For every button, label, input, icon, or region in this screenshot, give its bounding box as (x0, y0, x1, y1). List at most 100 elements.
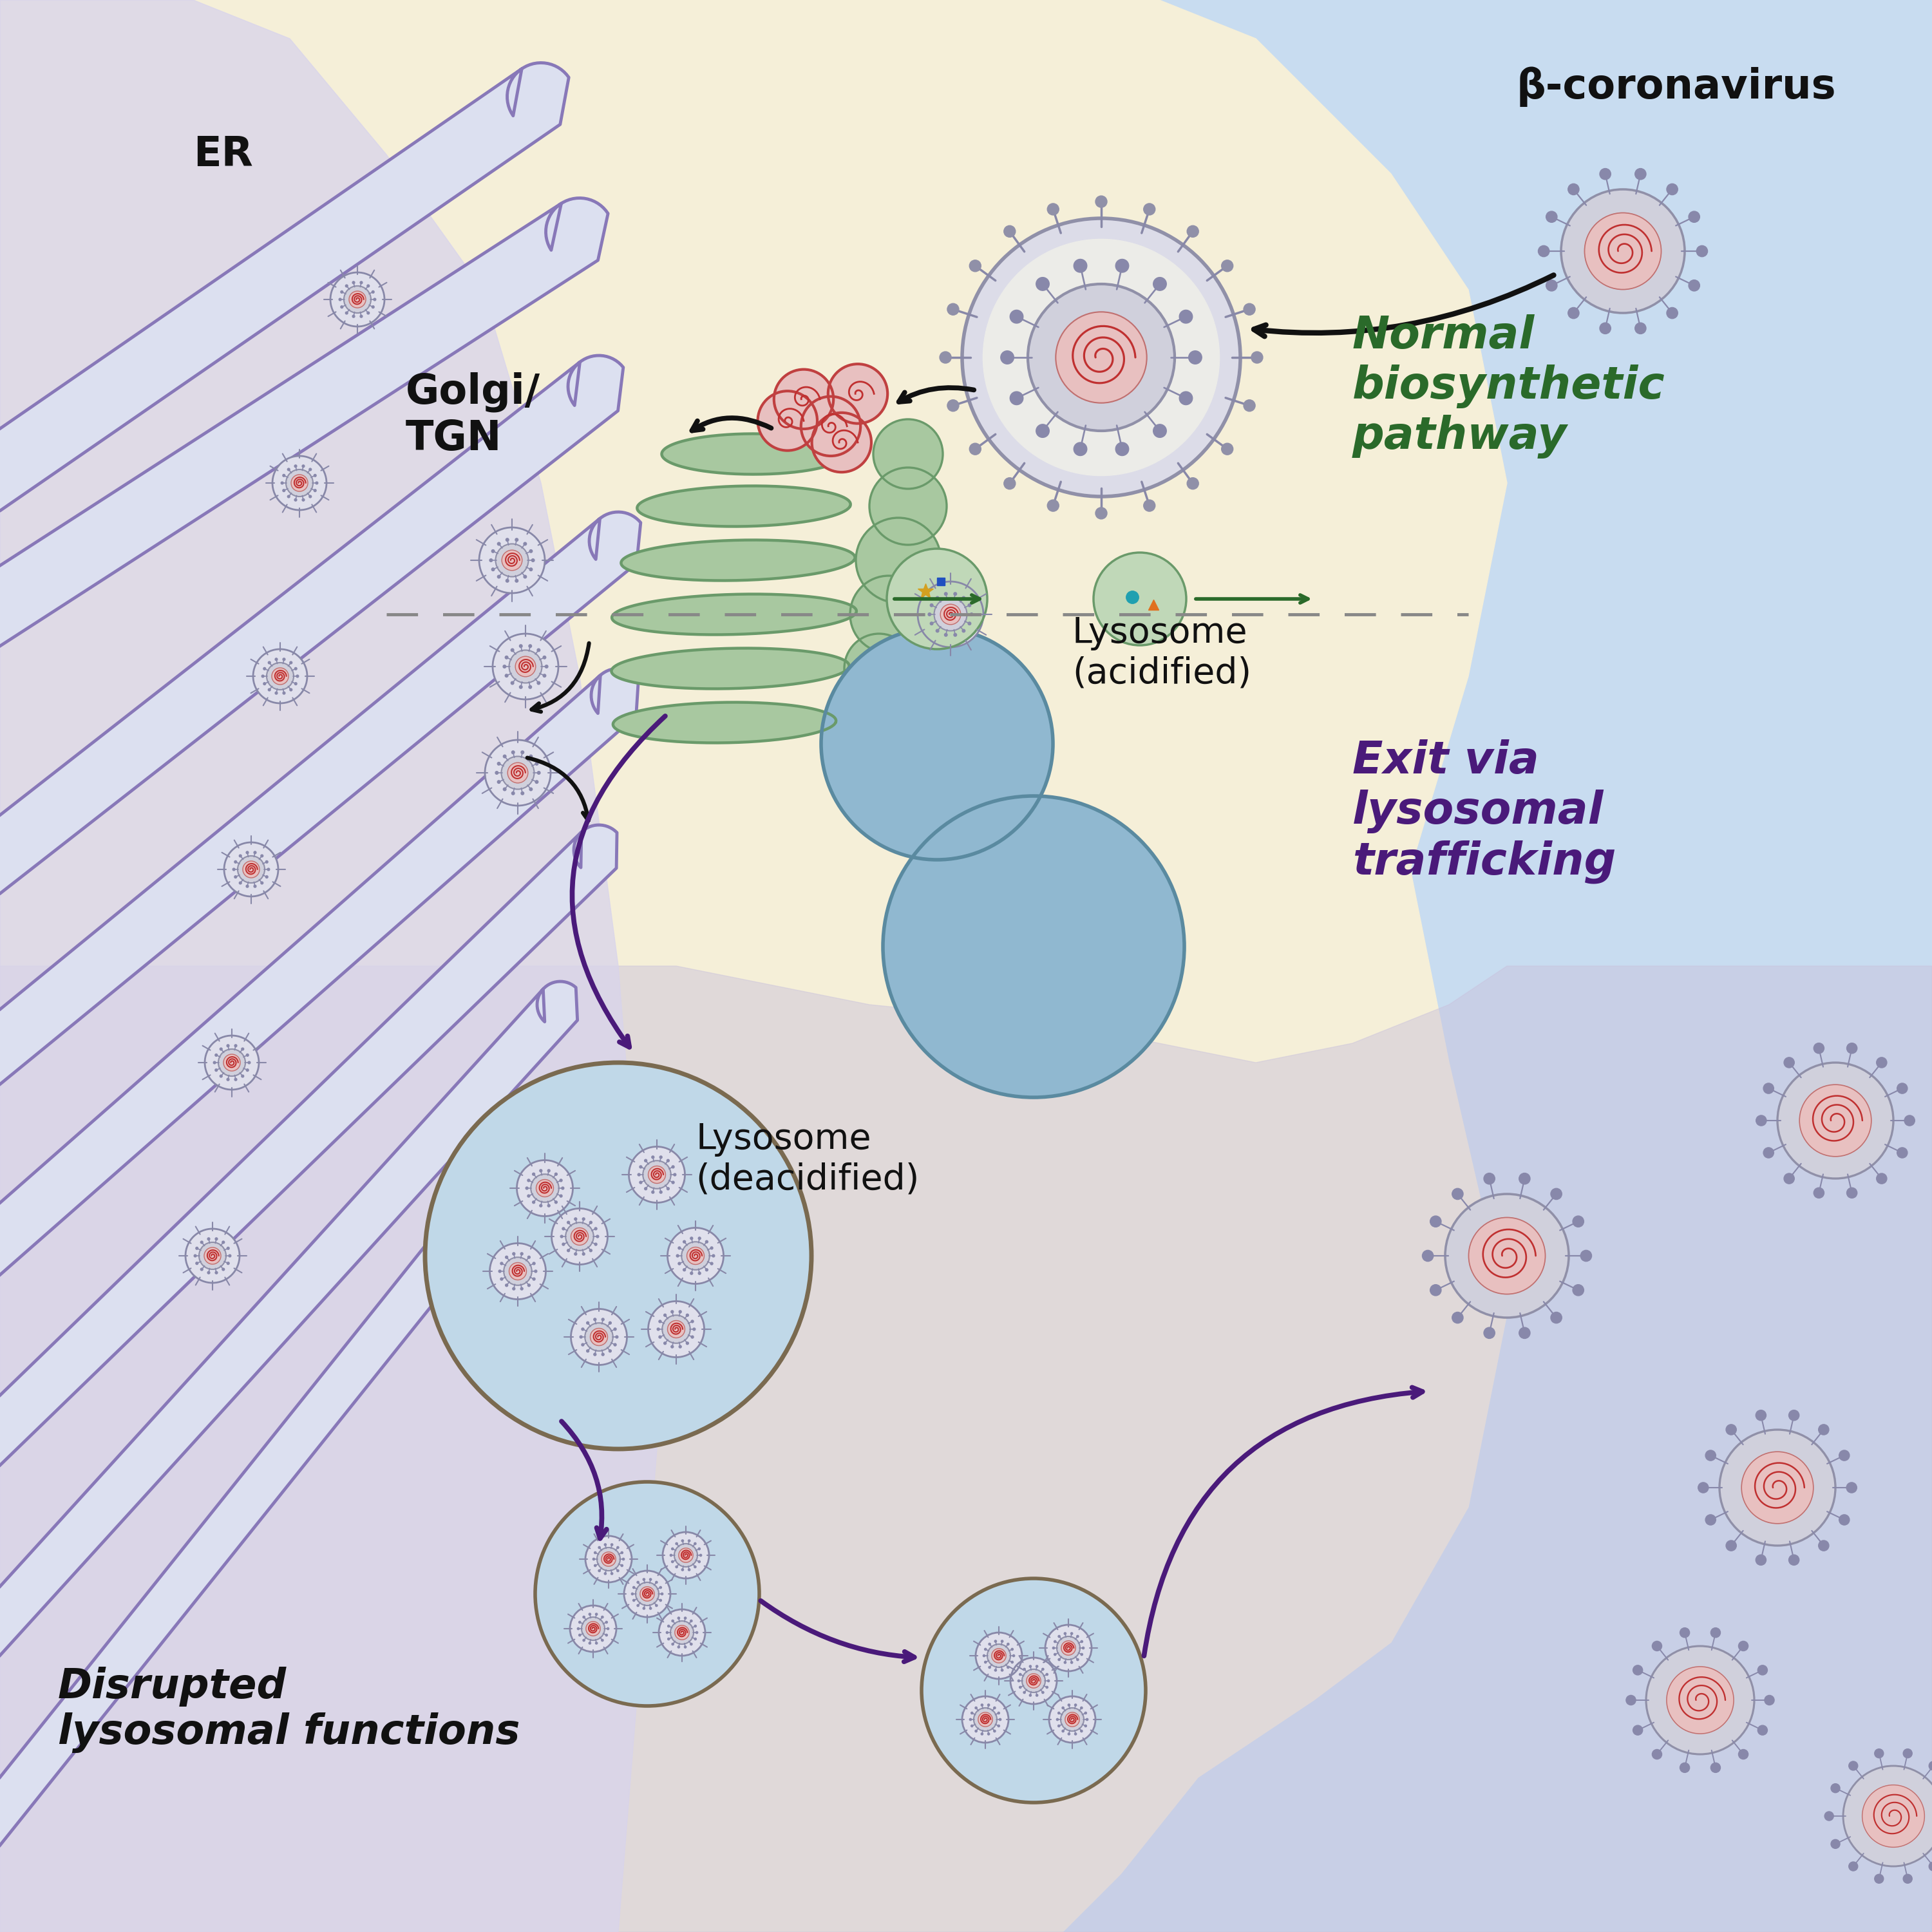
Circle shape (502, 755, 506, 757)
Circle shape (697, 1548, 699, 1549)
Circle shape (674, 1173, 676, 1177)
Circle shape (568, 1221, 570, 1223)
Circle shape (690, 1271, 694, 1275)
Circle shape (987, 1733, 989, 1735)
Circle shape (632, 1592, 634, 1596)
Circle shape (1080, 1706, 1082, 1710)
Circle shape (661, 1592, 663, 1596)
Circle shape (1065, 1662, 1066, 1663)
Circle shape (583, 1638, 585, 1642)
Circle shape (1244, 303, 1256, 315)
Circle shape (502, 788, 506, 790)
Circle shape (645, 1188, 647, 1190)
Circle shape (1789, 1410, 1799, 1420)
Circle shape (589, 1250, 591, 1252)
Circle shape (688, 1569, 690, 1571)
Circle shape (605, 1573, 607, 1575)
Circle shape (1244, 400, 1256, 412)
Circle shape (1799, 1084, 1872, 1157)
Circle shape (313, 489, 317, 493)
Circle shape (611, 1544, 612, 1546)
Circle shape (566, 1223, 593, 1250)
Circle shape (1026, 1673, 1041, 1689)
Circle shape (688, 1540, 690, 1542)
Circle shape (330, 272, 384, 327)
Circle shape (274, 692, 278, 694)
Circle shape (269, 688, 270, 692)
Circle shape (999, 1718, 1001, 1721)
Circle shape (655, 1580, 657, 1584)
Circle shape (373, 298, 377, 301)
Circle shape (1094, 553, 1186, 645)
Circle shape (520, 686, 522, 688)
Circle shape (526, 1186, 527, 1190)
Circle shape (493, 634, 558, 699)
Circle shape (694, 1327, 696, 1331)
Circle shape (873, 419, 943, 489)
Circle shape (1020, 1687, 1022, 1689)
Circle shape (1849, 1762, 1859, 1770)
Circle shape (506, 580, 508, 582)
Circle shape (568, 1250, 570, 1252)
Circle shape (346, 284, 348, 288)
Circle shape (232, 867, 236, 871)
Circle shape (918, 582, 983, 647)
Circle shape (947, 303, 958, 315)
Circle shape (1047, 500, 1059, 512)
Circle shape (993, 1729, 995, 1733)
Circle shape (533, 1262, 535, 1265)
Circle shape (983, 1654, 985, 1658)
Circle shape (529, 551, 533, 553)
Circle shape (535, 781, 539, 782)
Circle shape (672, 1642, 674, 1646)
Circle shape (1876, 1057, 1888, 1068)
Circle shape (497, 763, 500, 765)
Circle shape (985, 1648, 987, 1650)
Circle shape (585, 1323, 612, 1350)
Circle shape (290, 661, 292, 665)
Circle shape (616, 1546, 618, 1549)
Circle shape (1569, 307, 1578, 319)
Circle shape (927, 612, 931, 616)
Circle shape (1063, 1706, 1065, 1710)
Circle shape (1153, 278, 1167, 290)
Circle shape (1059, 1712, 1061, 1714)
Circle shape (672, 1619, 674, 1623)
Circle shape (887, 549, 987, 649)
Circle shape (605, 1634, 607, 1636)
Circle shape (605, 1621, 607, 1623)
Circle shape (553, 1209, 607, 1265)
Circle shape (1068, 1704, 1070, 1706)
Circle shape (247, 1061, 251, 1065)
Circle shape (201, 1240, 203, 1244)
Circle shape (970, 261, 981, 272)
Circle shape (1764, 1694, 1774, 1706)
Circle shape (582, 1217, 585, 1221)
Circle shape (527, 1256, 529, 1258)
Circle shape (686, 1314, 688, 1316)
Circle shape (352, 282, 355, 284)
Circle shape (659, 1190, 663, 1194)
Circle shape (226, 1246, 230, 1250)
Circle shape (1010, 309, 1024, 323)
Circle shape (495, 545, 527, 576)
Circle shape (976, 1633, 1022, 1679)
Circle shape (226, 1045, 230, 1047)
Circle shape (609, 1321, 611, 1323)
Circle shape (340, 290, 344, 294)
Circle shape (529, 686, 531, 688)
Circle shape (929, 622, 933, 624)
Circle shape (659, 1609, 705, 1656)
Circle shape (1667, 307, 1677, 319)
Circle shape (591, 1329, 607, 1345)
Circle shape (1024, 1667, 1026, 1671)
Circle shape (620, 1565, 622, 1567)
Circle shape (1080, 1729, 1082, 1733)
Circle shape (1053, 1646, 1055, 1650)
Circle shape (1057, 1636, 1080, 1660)
Circle shape (1783, 1173, 1795, 1184)
Circle shape (639, 1180, 641, 1184)
Circle shape (502, 665, 506, 668)
Circle shape (692, 1320, 694, 1323)
Circle shape (1824, 1812, 1833, 1820)
